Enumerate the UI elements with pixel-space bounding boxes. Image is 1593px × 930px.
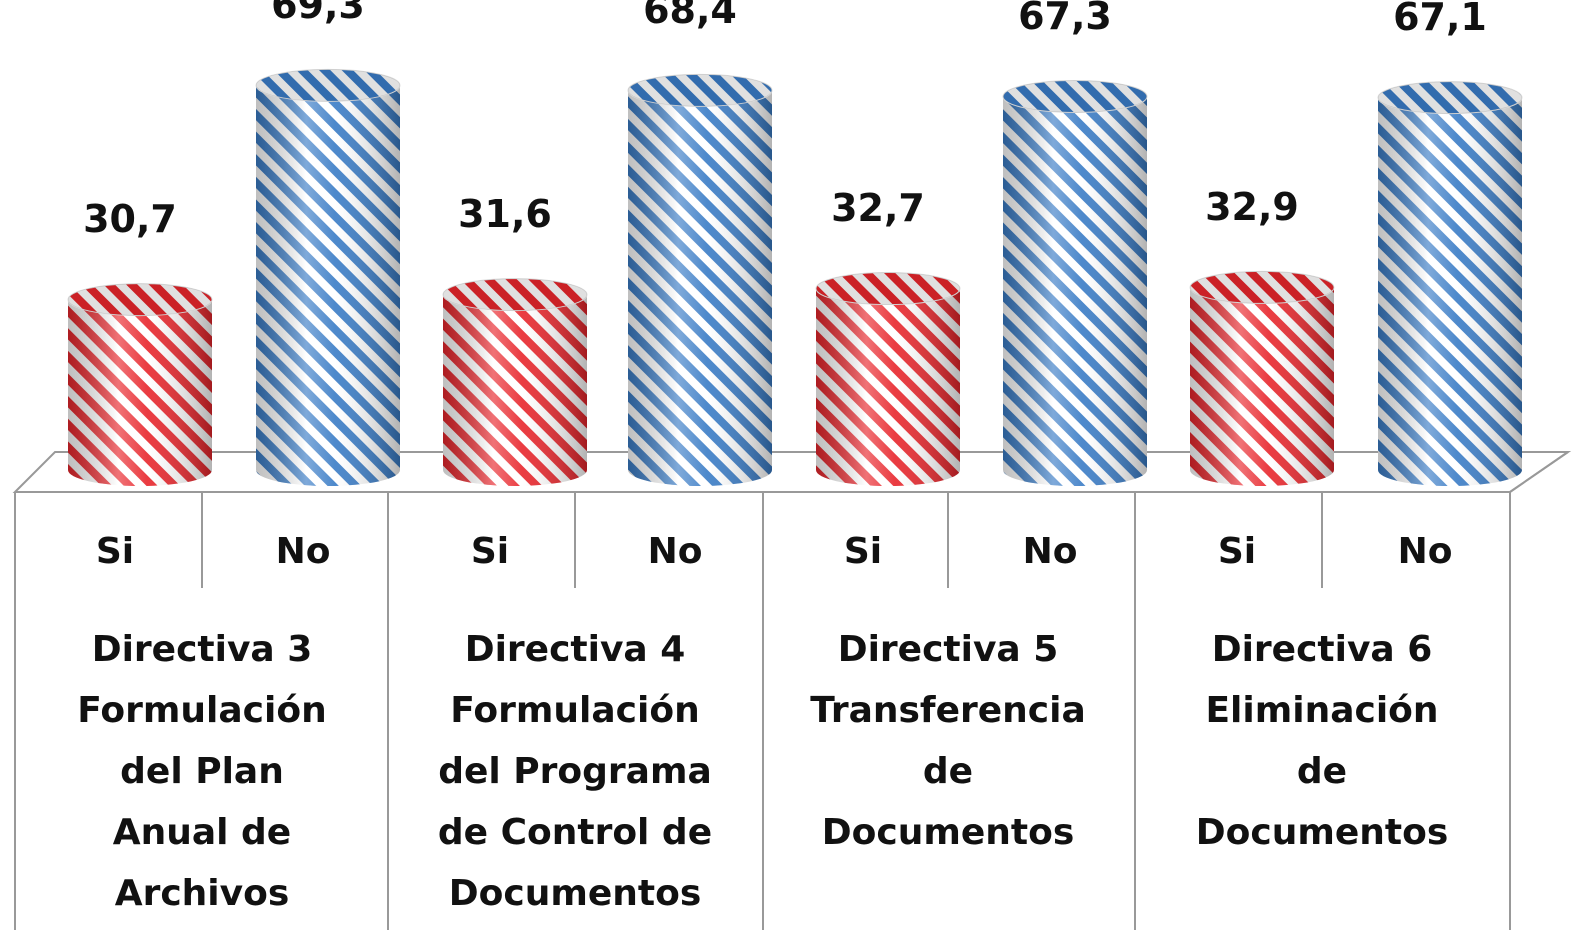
bar-shade [628,90,772,486]
x-tick-label: Si [844,531,882,572]
bar [442,278,588,486]
bar-top-shade [628,74,772,107]
bar-top [67,283,213,317]
bar-top-shade [256,69,400,102]
bar-top [1189,270,1335,304]
group-label: Formulación [77,690,326,731]
data-label: 32,7 [831,186,925,230]
bar [815,272,961,486]
group-label: del Plan [120,751,284,792]
bar-top-shade [443,278,587,311]
data-label: 67,3 [1018,0,1112,38]
bar-top [1002,79,1148,113]
group-label: Formulación [450,690,699,731]
bar [1002,79,1148,487]
group-label: Anual de [113,812,291,853]
group-label: Directiva 5 [838,629,1059,670]
bar-top [815,272,961,306]
group-label: Directiva 4 [465,629,686,670]
x-tick-label: No [276,531,331,572]
group-label: Archivos [115,873,290,914]
bar-shade [1378,97,1522,486]
group-label: del Programa [438,751,712,792]
data-label: 68,4 [643,0,737,32]
bar-top-shade [1378,81,1522,114]
data-label: 32,9 [1205,185,1299,229]
bar-top [442,278,588,312]
bar-top-shade [816,272,960,305]
bar [1189,270,1335,486]
bar-top-shade [1003,80,1147,113]
group-label: de Control de [438,812,712,853]
bar [627,73,773,486]
bar-top [627,73,773,107]
group-label: Directiva 3 [92,629,313,670]
bar [67,283,213,486]
data-label: 67,1 [1393,0,1487,39]
bar-top [1377,81,1523,115]
data-label: 69,3 [271,0,365,27]
bar-shade [1003,96,1147,487]
data-label: 31,6 [458,192,552,236]
bar-top-shade [68,283,212,316]
group-label: Directiva 6 [1212,629,1433,670]
x-tick-label: Si [471,531,509,572]
x-tick-label: Si [1218,531,1256,572]
x-tick-label: No [1023,531,1078,572]
bar [1377,81,1523,486]
bar-shade [256,85,400,486]
group-label: Transferencia [810,690,1086,731]
bar [255,68,401,486]
x-tick-label: No [1398,531,1453,572]
table-lines [14,451,1569,930]
x-tick-label: No [648,531,703,572]
group-label: Eliminación [1205,690,1438,731]
x-tick-label: Si [96,531,134,572]
bar-shade [68,299,212,486]
group-label: Documentos [449,873,702,914]
bar-shade [443,294,587,486]
floor [12,451,1572,493]
data-label: 30,7 [83,197,177,241]
bar-shade [1190,287,1334,486]
group-label: de [1297,751,1347,792]
group-label: Documentos [822,812,1075,853]
bar-top-shade [1190,271,1334,304]
bar-top [255,68,401,102]
bar-shade [816,288,960,486]
group-label: de [923,751,973,792]
group-label: Documentos [1196,812,1449,853]
